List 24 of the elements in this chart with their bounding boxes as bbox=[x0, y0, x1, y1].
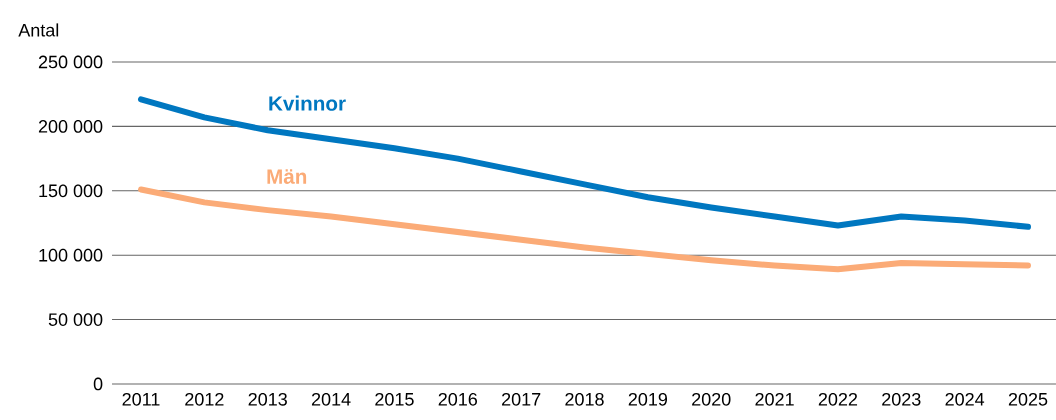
x-tick-label: 2016 bbox=[438, 392, 478, 406]
y-axis-title: Antal bbox=[18, 23, 59, 37]
y-tick-label: 0 bbox=[93, 377, 103, 391]
x-tick-label: 2018 bbox=[565, 392, 604, 406]
x-tick-label: 2013 bbox=[248, 392, 287, 406]
x-tick-label: 2020 bbox=[692, 392, 731, 406]
x-tick-label: 2022 bbox=[818, 392, 858, 406]
y-tick-label: 100 000 bbox=[39, 248, 103, 262]
x-tick-label: 2021 bbox=[755, 392, 794, 406]
series-label: Män bbox=[267, 169, 307, 184]
series-label: Kvinnor bbox=[269, 95, 346, 111]
x-tick-label: 2012 bbox=[185, 392, 224, 406]
x-tick-label: 2014 bbox=[311, 392, 351, 406]
x-tick-label: 2017 bbox=[502, 392, 541, 406]
x-tick-label: 2025 bbox=[1008, 392, 1048, 406]
y-tick-label: 250 000 bbox=[38, 55, 103, 69]
y-tick-label: 50 000 bbox=[48, 313, 103, 326]
y-tick-label: 150 000 bbox=[39, 184, 103, 198]
y-tick-label: 200 000 bbox=[38, 120, 103, 133]
x-tick-label: 2023 bbox=[882, 392, 921, 406]
x-tick-label: 2019 bbox=[628, 392, 668, 406]
x-tick-label: 2011 bbox=[122, 392, 160, 406]
x-tick-label: 2015 bbox=[375, 392, 414, 406]
x-tick-label: 2024 bbox=[945, 392, 985, 406]
